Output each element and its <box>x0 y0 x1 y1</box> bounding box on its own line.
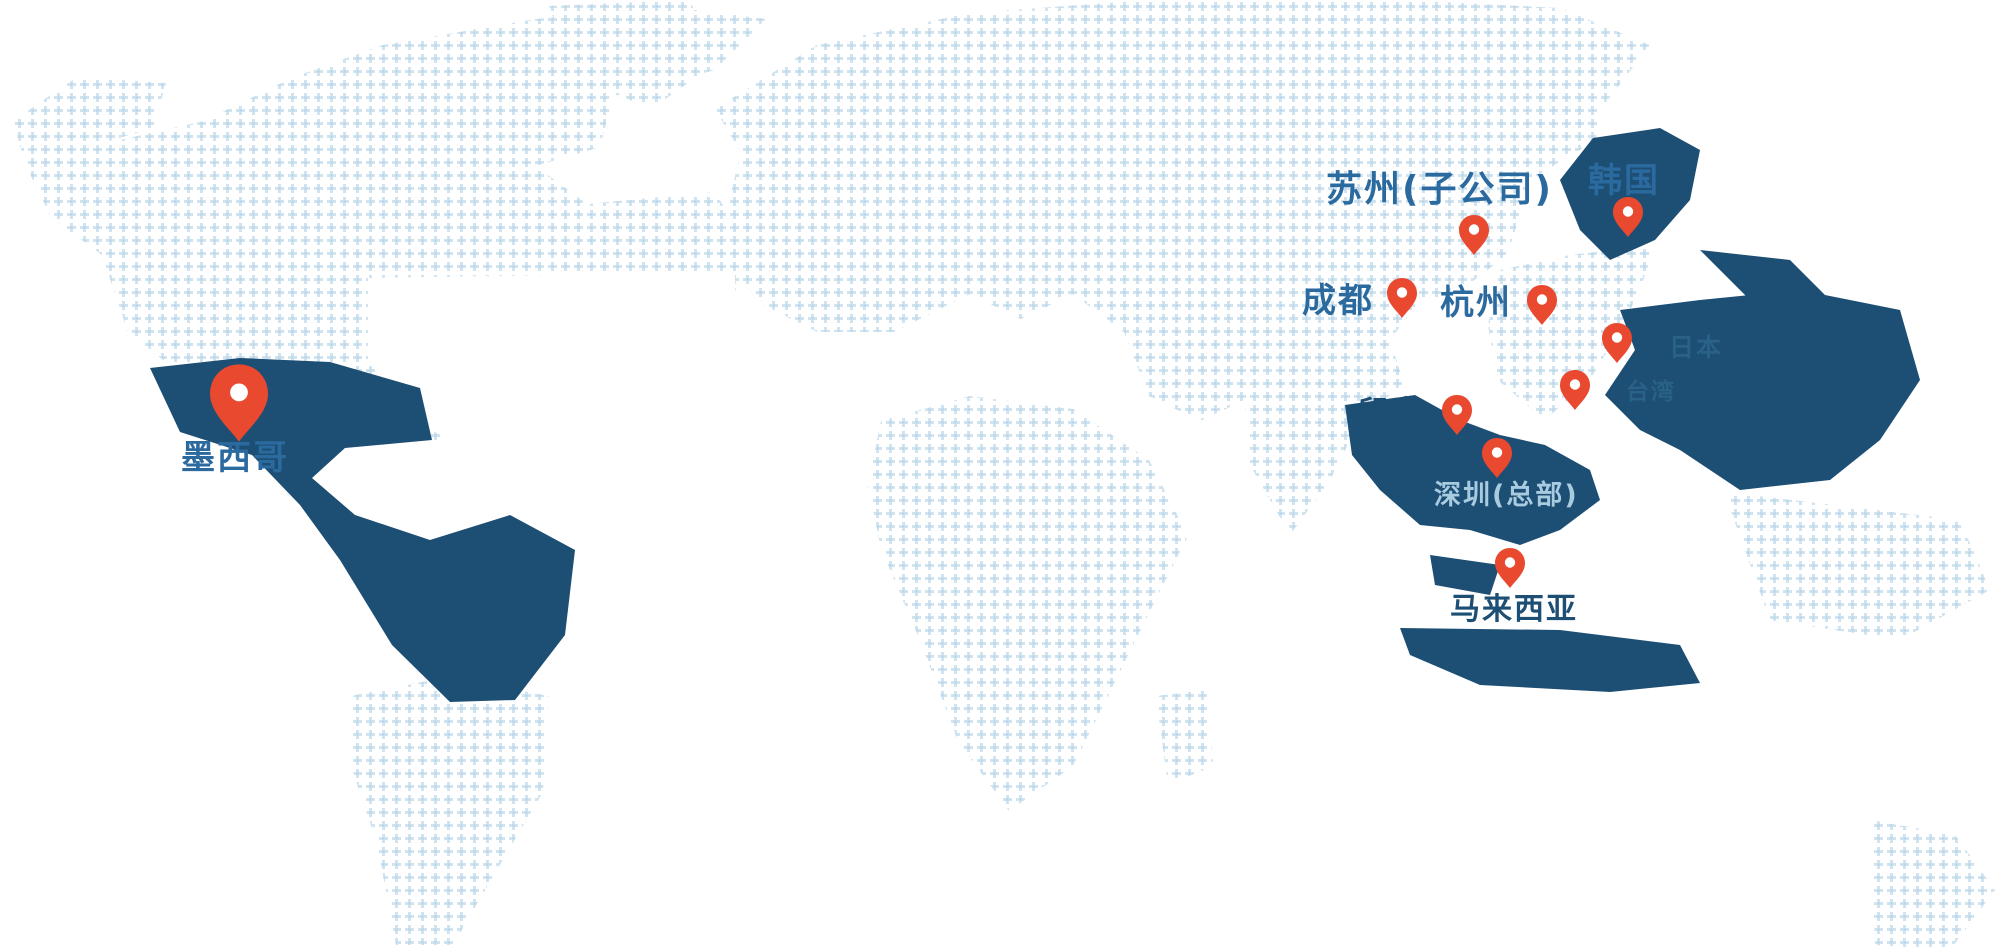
location-pin-japan <box>1602 323 1632 363</box>
label-korea: 韩国 <box>1588 161 1660 201</box>
location-pin-chengdu <box>1387 278 1417 318</box>
label-taiwan: 台湾 <box>1626 379 1676 405</box>
location-pin-india <box>1442 395 1472 435</box>
location-pin-mexico <box>210 364 268 442</box>
label-india: 印度 <box>1358 395 1422 430</box>
label-mexico: 墨西哥 <box>181 438 289 478</box>
label-chengdu: 成都 <box>1302 281 1374 321</box>
label-suzhou: 苏州(子公司) <box>1326 169 1553 210</box>
dark-landmasses <box>150 128 1920 702</box>
label-hangzhou: 杭州 <box>1440 283 1512 323</box>
location-pin-malaysia <box>1495 548 1525 588</box>
location-pin-korea <box>1613 197 1643 237</box>
location-pin-taiwan <box>1560 370 1590 410</box>
label-malaysia: 马来西亚 <box>1450 592 1578 627</box>
label-headquarters: 深圳(总部) <box>1434 480 1579 511</box>
map-white-gap <box>368 272 738 482</box>
location-pin-suzhou <box>1459 215 1489 255</box>
location-pin-hangzhou <box>1527 285 1557 325</box>
label-japan: 日本 <box>1669 333 1724 362</box>
location-pin-headquarters <box>1482 438 1512 478</box>
